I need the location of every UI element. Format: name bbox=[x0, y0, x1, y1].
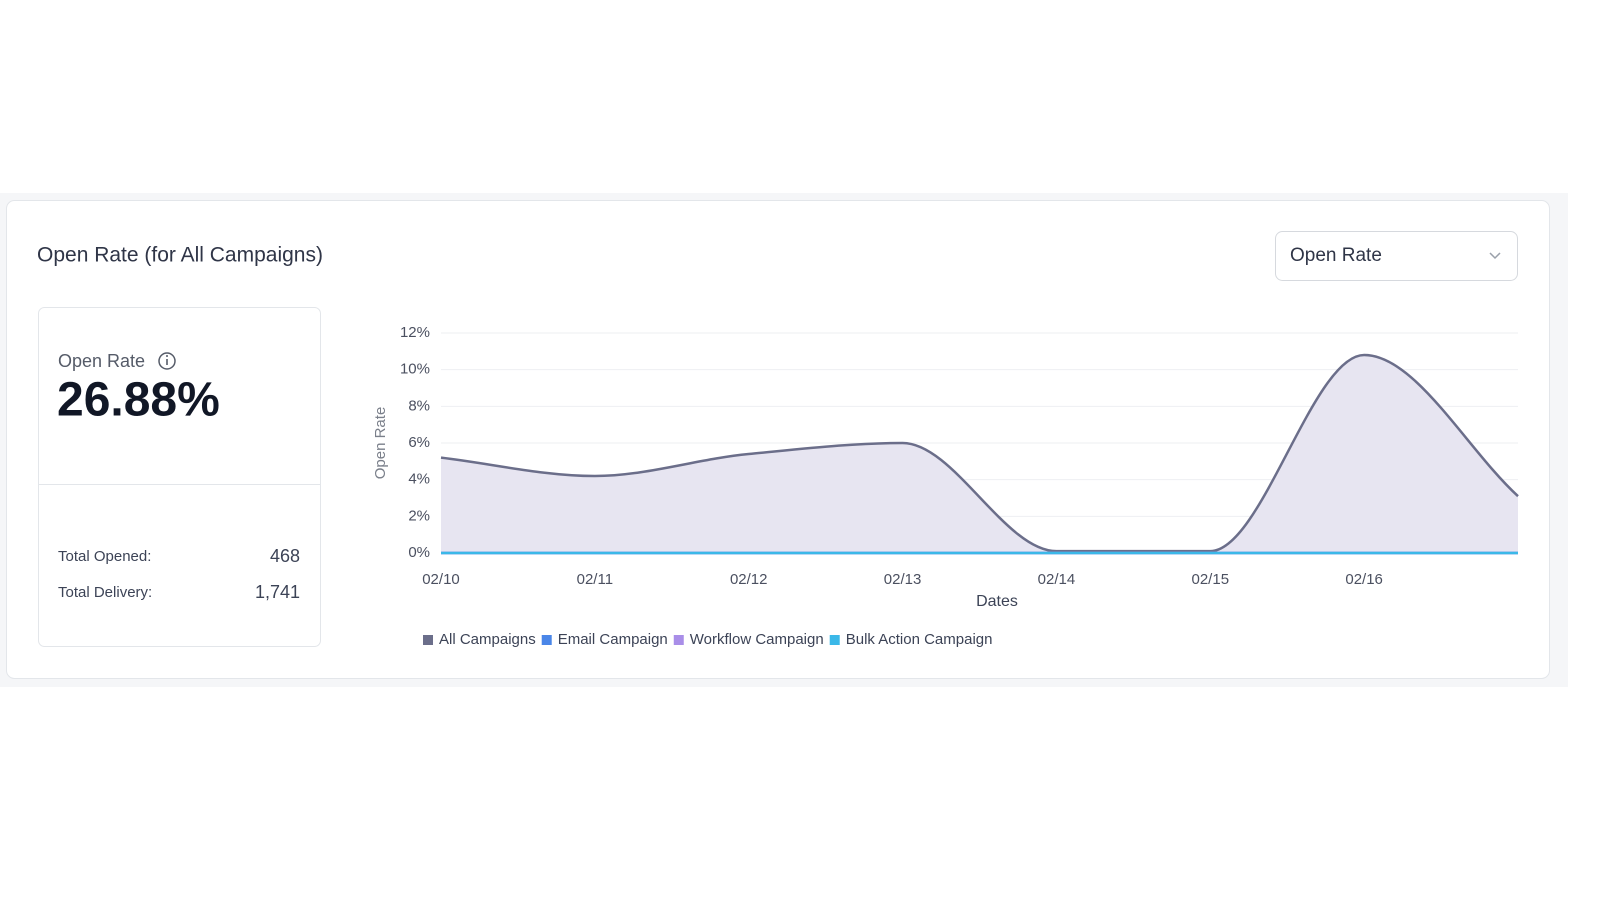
y-tick-label: 10% bbox=[400, 361, 430, 378]
dropdown-box[interactable] bbox=[1275, 231, 1518, 281]
y-tick-label: 12% bbox=[400, 324, 430, 341]
series-line bbox=[440, 353, 1519, 553]
card-title: Open Rate (for All Campaigns) bbox=[37, 244, 323, 267]
y-tick-label: 2% bbox=[408, 507, 430, 524]
y-tick-label: 6% bbox=[408, 434, 430, 451]
stat-row-label: Total Opened: bbox=[58, 548, 151, 565]
info-circle[interactable] bbox=[158, 352, 176, 370]
y-tick-label: 0% bbox=[408, 544, 430, 561]
x-axis-label: Dates bbox=[976, 593, 1018, 610]
legend-label: Bulk Action Campaign bbox=[846, 631, 993, 648]
legend-label: Email Campaign bbox=[558, 631, 668, 648]
x-tick-label: 02/14 bbox=[1038, 571, 1076, 588]
x-tick-label: 02/15 bbox=[1192, 571, 1230, 588]
stat-row-label: Total Delivery: bbox=[58, 584, 152, 601]
stat-row-value: 1,741 bbox=[255, 582, 300, 602]
legend-swatch bbox=[423, 635, 433, 645]
info-dot bbox=[166, 355, 168, 357]
x-tick-label: 02/13 bbox=[884, 571, 922, 588]
legend-swatch bbox=[673, 635, 684, 645]
x-tick-label: 02/11 bbox=[577, 571, 613, 588]
y-tick-label: 8% bbox=[408, 397, 430, 414]
legend-label: Workflow Campaign bbox=[690, 631, 824, 648]
area-fill bbox=[441, 355, 1518, 553]
stat-value: 26.88% bbox=[57, 374, 220, 427]
stat-row-value: 468 bbox=[270, 546, 300, 566]
chevron bbox=[1489, 252, 1501, 260]
legend-swatch bbox=[829, 635, 840, 645]
y-tick-label: 4% bbox=[408, 471, 430, 488]
dropdown[interactable]: Open Rate bbox=[1275, 231, 1518, 281]
x-tick-label: 02/12 bbox=[730, 571, 768, 588]
legend-label: All Campaigns bbox=[439, 631, 536, 648]
stat-card bbox=[38, 307, 321, 647]
stat-label: Open Rate bbox=[58, 351, 145, 371]
card bbox=[6, 200, 1550, 679]
legend-swatch bbox=[541, 635, 552, 645]
info-icon[interactable] bbox=[158, 352, 176, 370]
x-tick-label: 02/10 bbox=[422, 571, 460, 588]
y-axis-label: Open Rate bbox=[372, 407, 389, 480]
x-tick-label: 02/16 bbox=[1345, 571, 1383, 588]
dropdown-value[interactable]: Open Rate bbox=[1290, 245, 1382, 266]
